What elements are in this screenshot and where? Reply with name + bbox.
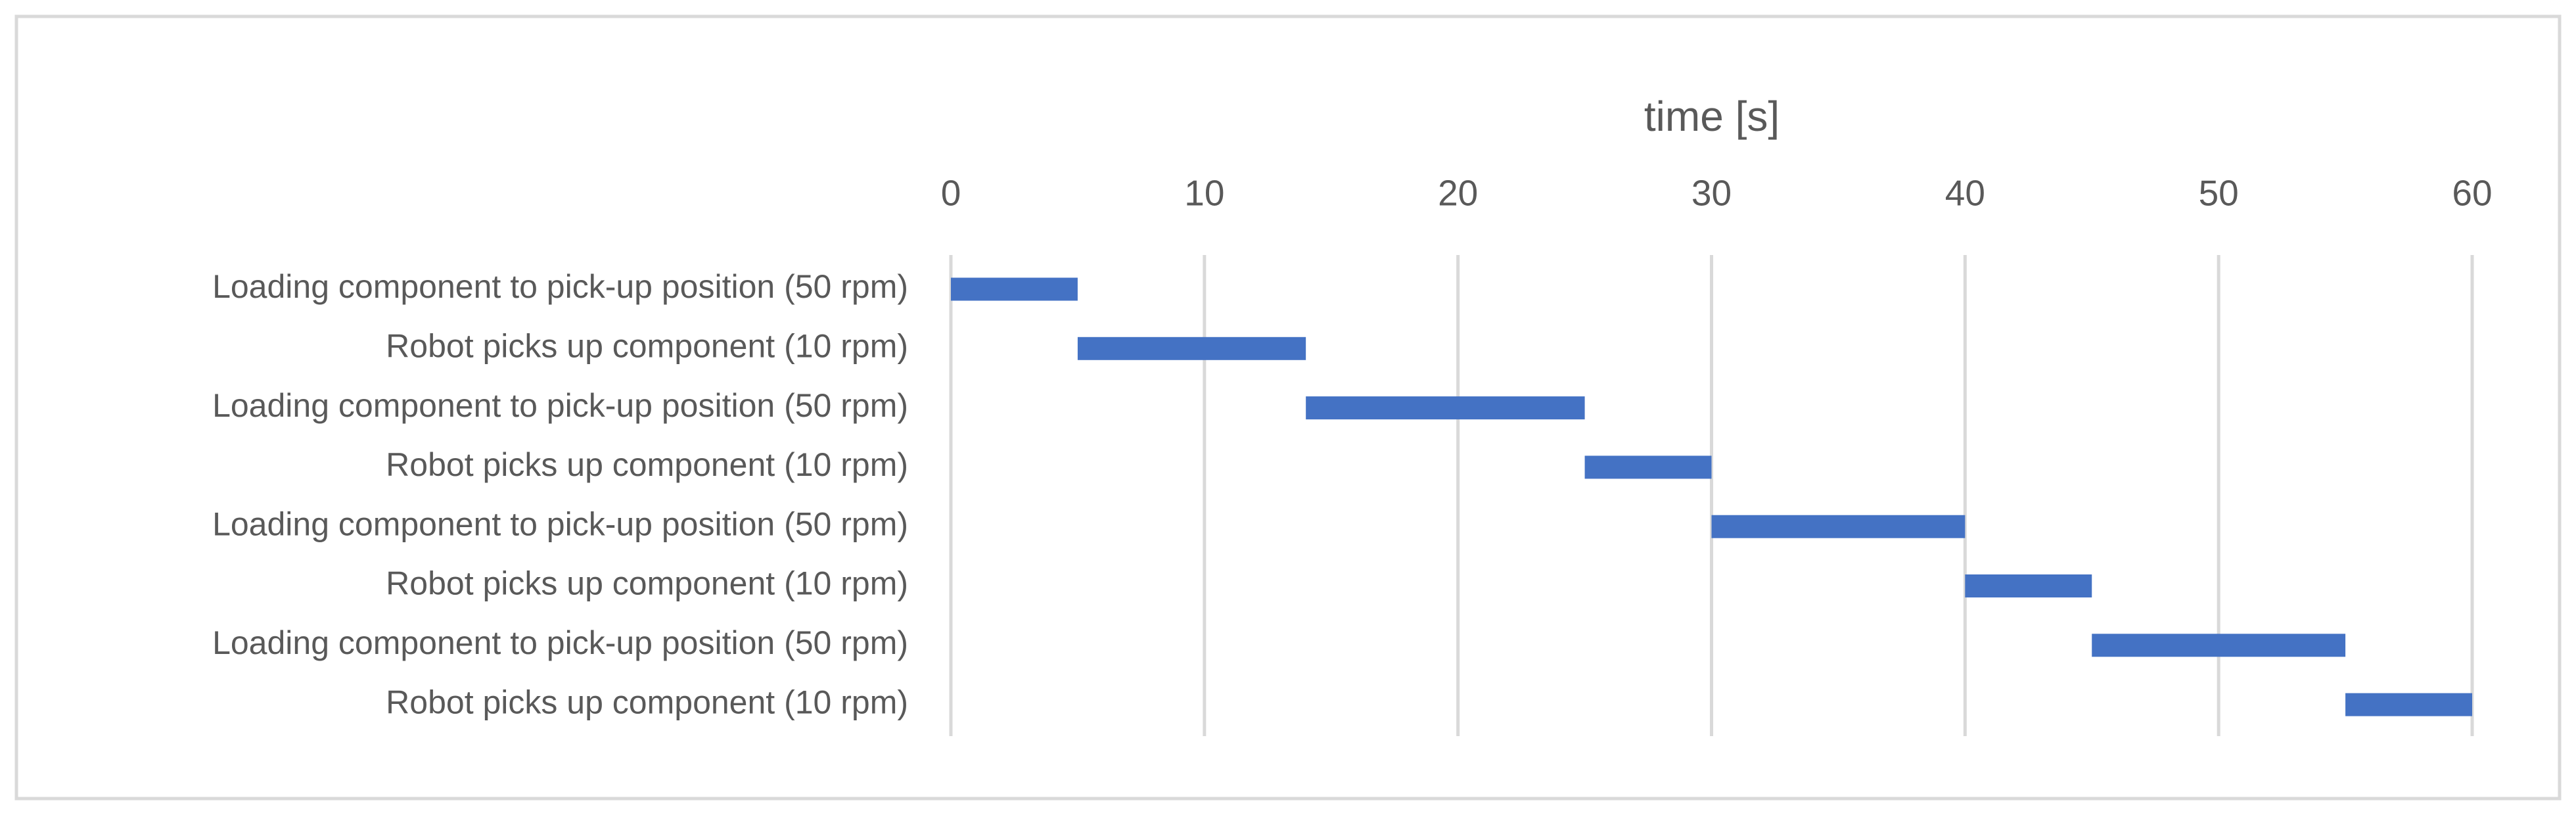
y-tick-label: Robot picks up component (10 rpm) — [386, 565, 908, 602]
axis-title: time [s] — [1644, 93, 1780, 140]
y-tick-label: Loading component to pick-up position (5… — [212, 268, 908, 305]
bar — [2345, 693, 2472, 716]
bar — [951, 277, 1078, 301]
x-tick-label: 10 — [1184, 173, 1224, 214]
bar — [1965, 574, 2092, 597]
bar — [1077, 337, 1306, 360]
y-tick-label: Loading component to pick-up position (5… — [212, 387, 908, 424]
x-tick-label: 0 — [941, 173, 961, 214]
x-tick-label: 20 — [1438, 173, 1478, 214]
y-tick-label: Loading component to pick-up position (5… — [212, 505, 908, 542]
x-tick-label: 30 — [1691, 173, 1732, 214]
bar — [2092, 634, 2346, 657]
y-tick-label: Robot picks up component (10 rpm) — [386, 446, 908, 483]
chart-border — [14, 14, 2562, 801]
x-tick-label: 50 — [2199, 173, 2239, 214]
x-tick-label: 60 — [2452, 173, 2492, 214]
bar — [1306, 396, 1585, 420]
x-tick-label: 40 — [1945, 173, 1985, 214]
bar — [1584, 455, 1712, 479]
bar — [1711, 515, 1966, 538]
y-tick-label: Robot picks up component (10 rpm) — [386, 684, 908, 720]
y-tick-label: Robot picks up component (10 rpm) — [386, 328, 908, 365]
y-tick-label: Loading component to pick-up position (5… — [212, 624, 908, 661]
